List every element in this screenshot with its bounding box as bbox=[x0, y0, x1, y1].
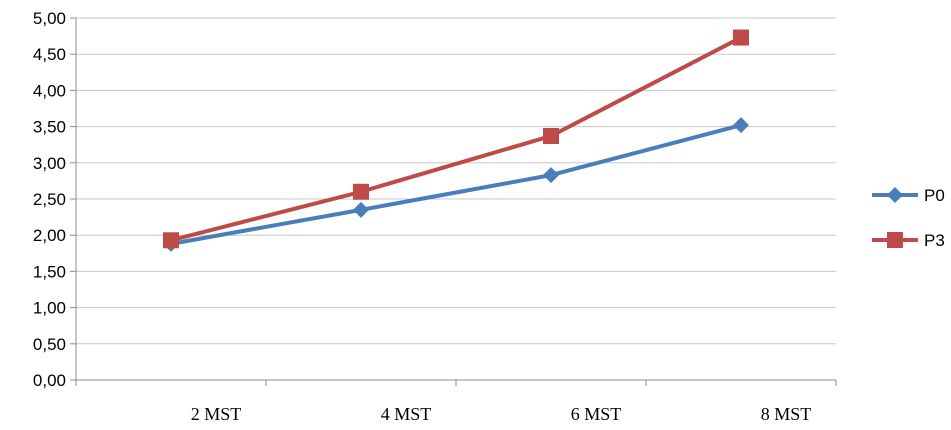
y-axis-tick-labels: 0,00 0,50 1,00 1,50 2,00 2,50 3,00 3,50 4,00 4,50… bbox=[33, 9, 66, 390]
legend: P0 P3 bbox=[872, 186, 945, 250]
y-tick-label: 3,00 bbox=[33, 154, 66, 173]
x-axis-tick-labels: 2 MST 4 MST 6 MST 8 MST bbox=[191, 404, 812, 424]
y-tick-label: 0,50 bbox=[33, 335, 66, 354]
x-tick-label: 6 MST bbox=[571, 404, 622, 424]
axes bbox=[70, 17, 837, 386]
series-layer bbox=[163, 29, 749, 252]
y-tick-label: 4,00 bbox=[33, 81, 66, 100]
y-tick-label: 0,00 bbox=[33, 371, 66, 390]
data-point-p3 bbox=[733, 29, 749, 46]
gridlines bbox=[76, 17, 836, 345]
y-tick-label: 2,50 bbox=[33, 190, 66, 209]
x-tick-label: 2 MST bbox=[191, 404, 242, 424]
y-tick-label: 1,50 bbox=[33, 262, 66, 281]
x-tick-label: 8 MST bbox=[761, 404, 812, 424]
series-line-p3 bbox=[169, 35, 743, 243]
data-point-p0 bbox=[733, 117, 749, 134]
legend-marker-p0 bbox=[887, 187, 903, 203]
y-tick-label: 5,00 bbox=[33, 9, 66, 28]
y-tick-label: 1,00 bbox=[33, 299, 66, 318]
data-point-p3 bbox=[543, 128, 559, 145]
legend-label: P0 bbox=[924, 186, 945, 205]
data-point-p0 bbox=[543, 167, 559, 184]
data-point-p3 bbox=[163, 232, 179, 249]
legend-label: P3 bbox=[924, 231, 945, 250]
y-tick-label: 3,50 bbox=[33, 118, 66, 137]
y-tick-label: 4,50 bbox=[33, 45, 66, 64]
series-line-p0 bbox=[169, 123, 743, 246]
x-tick-label: 4 MST bbox=[381, 404, 432, 424]
y-tick-label: 2,00 bbox=[33, 226, 66, 245]
legend-marker-p3 bbox=[887, 232, 903, 248]
data-point-p0 bbox=[353, 201, 369, 218]
data-point-p3 bbox=[353, 183, 369, 200]
